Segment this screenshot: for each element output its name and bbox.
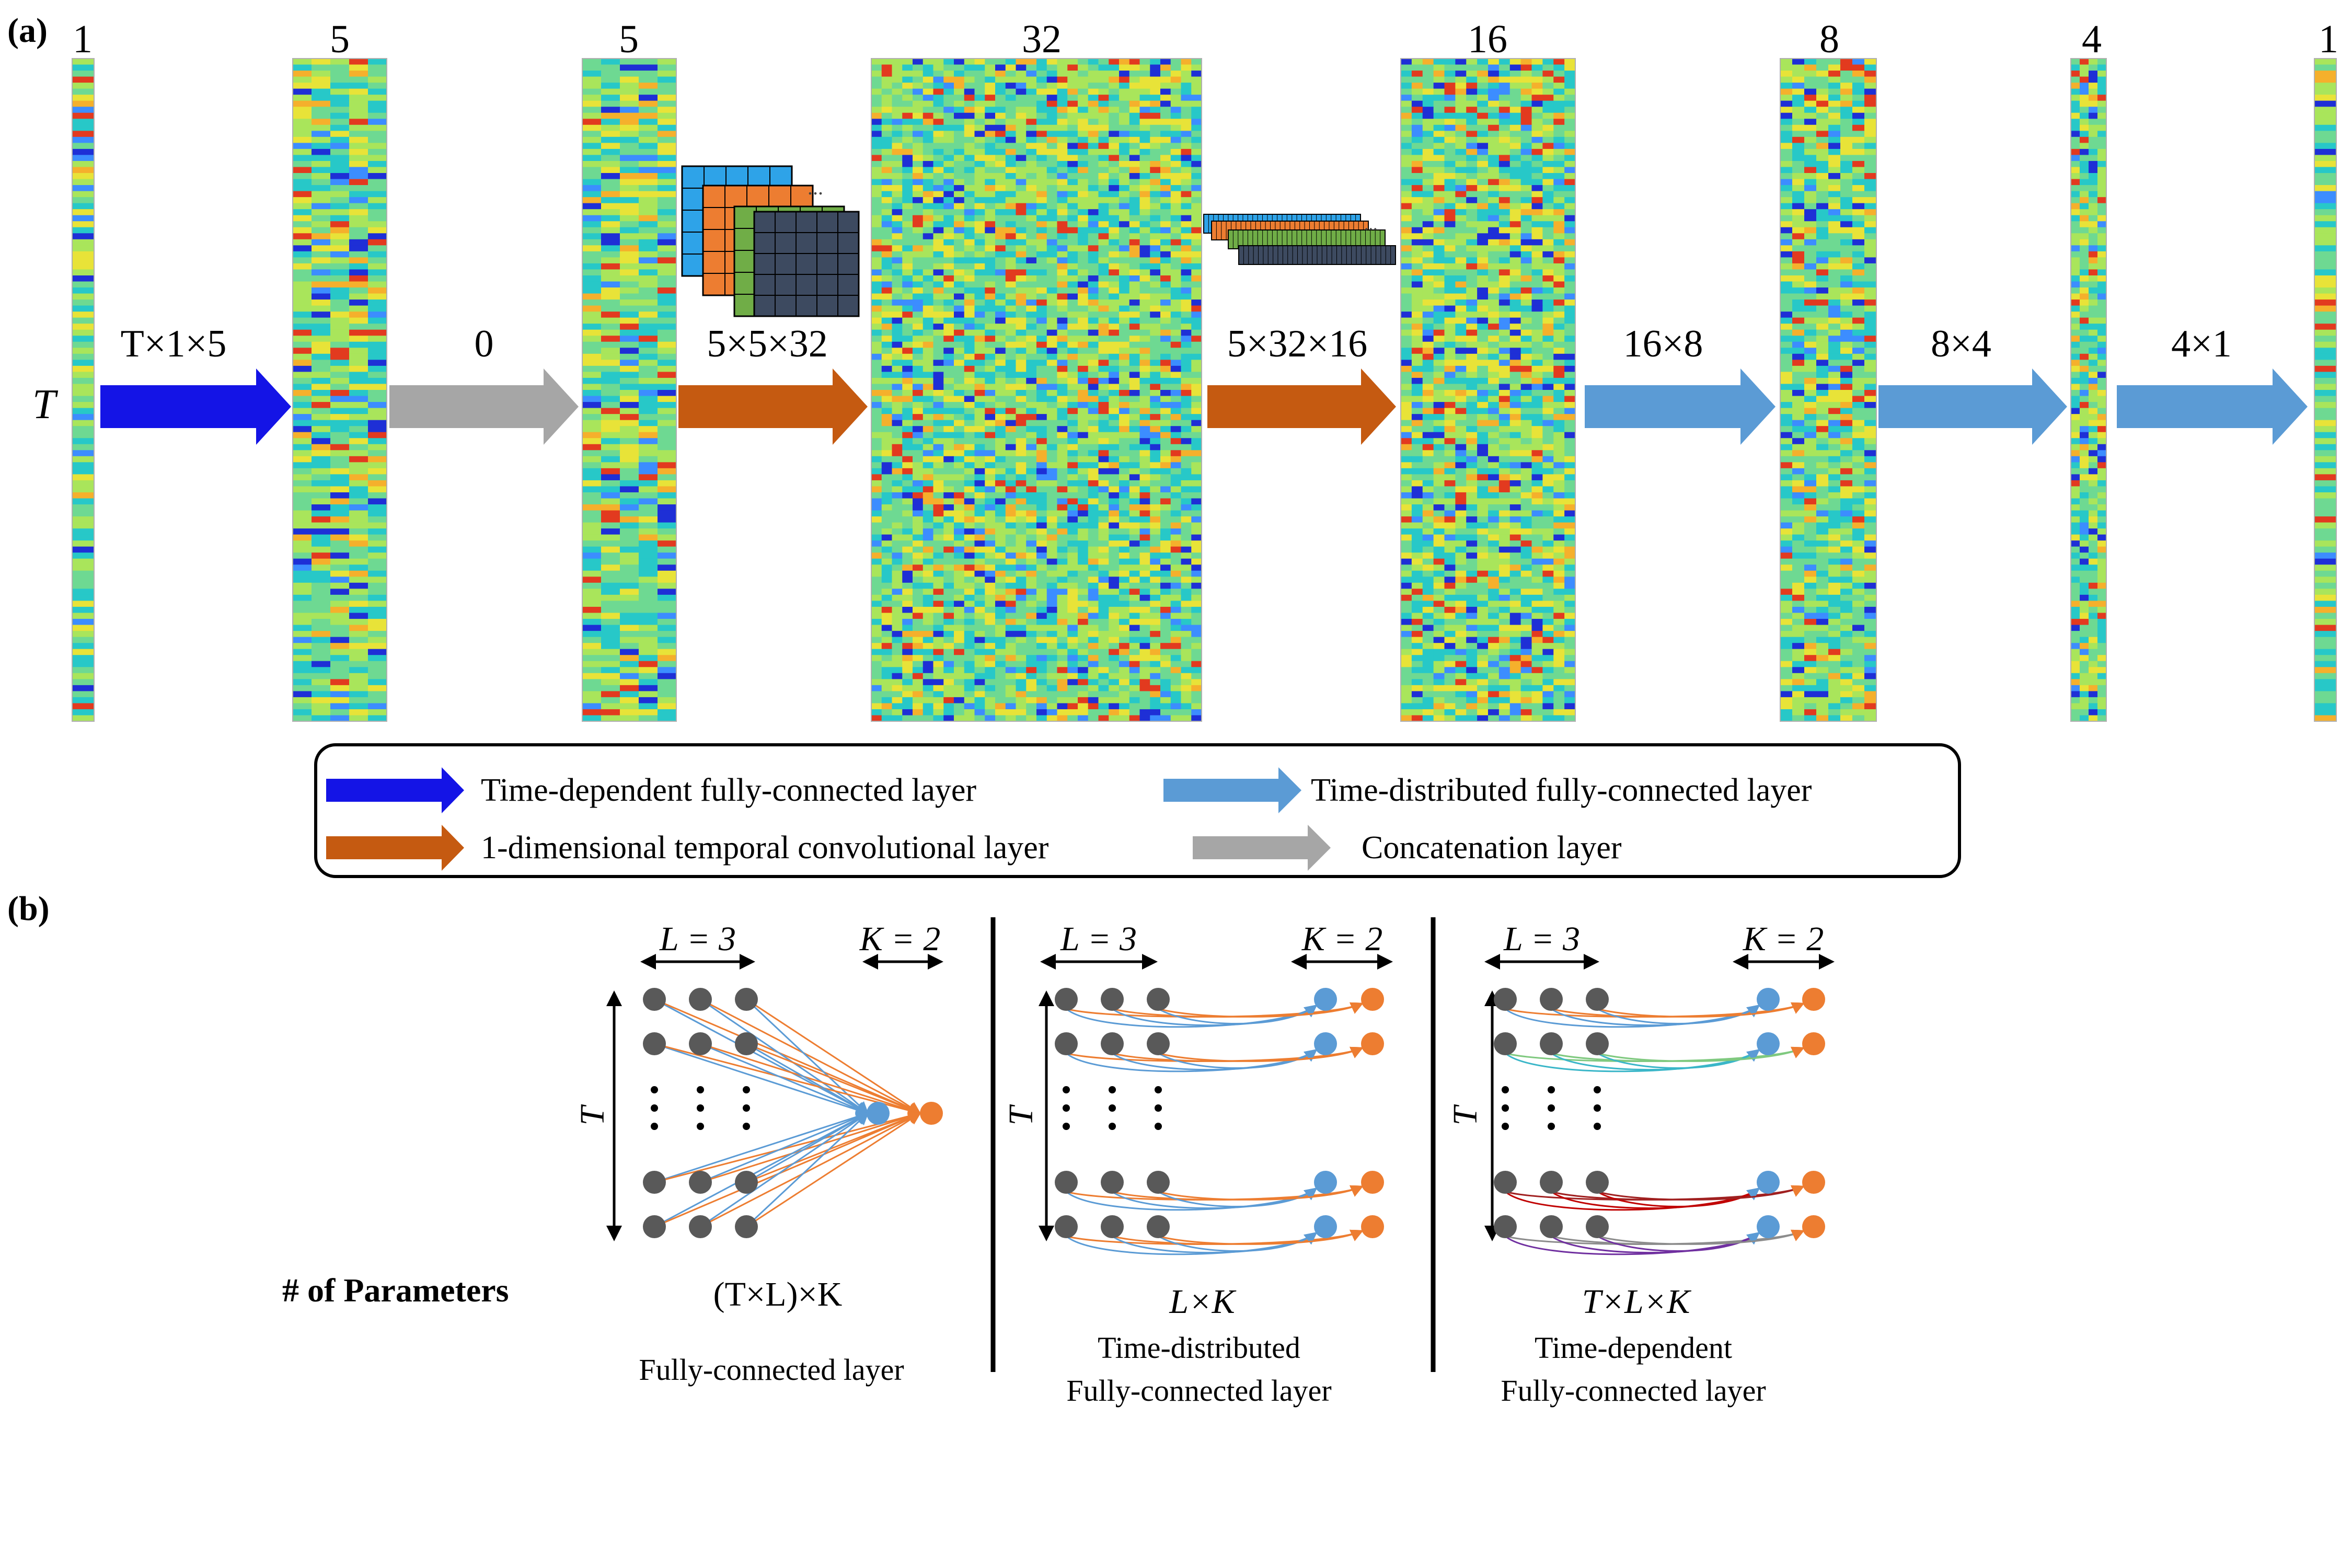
diagram-time-distributed: L = 3 K = 2 T L×K Time-distributed Fully… xyxy=(1002,920,1393,1408)
fc-L-label: L = 3 xyxy=(659,920,736,958)
diagram-fc: L = 3 K = 2 T (T×L)×K Fully-connected la… xyxy=(573,920,943,1387)
legend: Time-dependent fully-connected layer Tim… xyxy=(314,743,1961,878)
tdep-K-label: K = 2 xyxy=(1743,920,1824,958)
fc-nodes xyxy=(643,988,943,1238)
td-L-label: L = 3 xyxy=(1060,920,1137,958)
td-K-label: K = 2 xyxy=(1301,920,1383,958)
legend-box xyxy=(314,743,1961,878)
column-width-label-td1: 8 xyxy=(1819,17,1839,61)
arrow-concatenation xyxy=(389,368,579,445)
fc-edges xyxy=(654,998,921,1228)
td-caption-line-1: Time-distributed xyxy=(1098,1331,1300,1365)
column-width-label-conv2: 16 xyxy=(1468,17,1507,61)
column-width-label-output: 1 xyxy=(2319,17,2338,61)
column-width-label-input: 1 xyxy=(73,17,93,61)
tdep-nodes xyxy=(1494,988,1825,1238)
column-width-label-td2: 4 xyxy=(2082,17,2102,61)
heatmap-input xyxy=(72,58,95,722)
tdep-edges xyxy=(1505,1002,1805,1255)
tdep-L-label: L = 3 xyxy=(1503,920,1580,958)
fc-param-formula: (T×L)×K xyxy=(713,1275,843,1313)
tdep-param-formula: T×L×K xyxy=(1582,1283,1691,1321)
td-nodes xyxy=(1055,988,1384,1238)
column-width-label-conv1: 32 xyxy=(1022,17,1062,61)
arrow-conv-1 xyxy=(678,368,868,445)
arrow-label-concatenation: 0 xyxy=(475,322,494,365)
legend-swatch-time-distributed xyxy=(1163,767,1301,813)
panel-b: (b) # of Parameters L = 3 K = 2 T (T×L)×… xyxy=(7,890,1835,1408)
tdep-T-label: T xyxy=(1446,1104,1484,1125)
params-label: # of Parameters xyxy=(282,1272,509,1309)
fc-K-label: K = 2 xyxy=(859,920,941,958)
arrow-label-conv-2: 5×32×16 xyxy=(1227,322,1367,365)
arrow-time-distributed-3 xyxy=(2117,368,2308,445)
fc-T-label: T xyxy=(573,1104,612,1125)
heatmap-conv1 xyxy=(871,58,1202,722)
row-axis-label: T xyxy=(32,382,59,428)
td-param-formula: L×K xyxy=(1169,1283,1236,1321)
tdep-caption-line-2: Fully-connected layer xyxy=(1501,1374,1766,1408)
conv-kernel-stack-icon: ... xyxy=(681,165,860,317)
panel-a: (a) T 1 5 5 32 16 8 4 1 T×1×5 0 5×5×32 5… xyxy=(7,11,2338,878)
column-width-label-fc1: 5 xyxy=(330,17,350,61)
tdep-caption-line-1: Time-dependent xyxy=(1535,1331,1732,1365)
heatmap-conv2 xyxy=(1400,58,1576,722)
column-width-label-concat: 5 xyxy=(619,17,639,61)
conv-kernel-strip-icon: ... xyxy=(1203,214,1396,265)
arrow-conv-2 xyxy=(1207,368,1396,445)
td-caption-line-2: Fully-connected layer xyxy=(1066,1374,1331,1408)
td-edges xyxy=(1066,1002,1364,1255)
legend-swatch-time-dependent xyxy=(326,767,464,813)
arrow-label-conv-1: 5×5×32 xyxy=(707,322,827,365)
arrow-label-time-distributed-3: 4×1 xyxy=(2171,322,2232,365)
arrow-time-distributed-2 xyxy=(1878,368,2067,445)
panel-a-tag: (a) xyxy=(7,11,48,50)
legend-swatch-concatenation xyxy=(1193,825,1331,871)
arrow-label-time-dependent: T×1×5 xyxy=(121,322,227,365)
legend-label-time-distributed: Time-distributed fully-connected layer xyxy=(1311,773,1812,808)
arrow-label-time-distributed-2: 8×4 xyxy=(1931,322,1991,365)
legend-label-concatenation: Concatenation layer xyxy=(1362,830,1622,866)
panel-b-tag: (b) xyxy=(7,890,50,928)
heatmap-td1 xyxy=(1780,58,1877,722)
heatmap-output xyxy=(2314,58,2337,722)
td-T-label: T xyxy=(1002,1104,1040,1125)
legend-label-conv: 1-dimensional temporal convolutional lay… xyxy=(481,830,1049,866)
fc-caption: Fully-connected layer xyxy=(639,1353,904,1387)
heatmap-concat xyxy=(582,58,677,722)
arrow-time-distributed-1 xyxy=(1585,368,1775,445)
arrow-time-dependent xyxy=(100,368,291,445)
heatmap-fc1 xyxy=(292,58,387,722)
legend-label-time-dependent: Time-dependent fully-connected layer xyxy=(481,773,976,808)
legend-swatch-conv xyxy=(326,825,464,871)
arrow-label-time-distributed-1: 16×8 xyxy=(1623,322,1703,365)
diagram-time-dependent: L = 3 K = 2 T T×L×K Time-dependent Fully… xyxy=(1446,920,1835,1408)
heatmap-td2 xyxy=(2070,58,2107,722)
